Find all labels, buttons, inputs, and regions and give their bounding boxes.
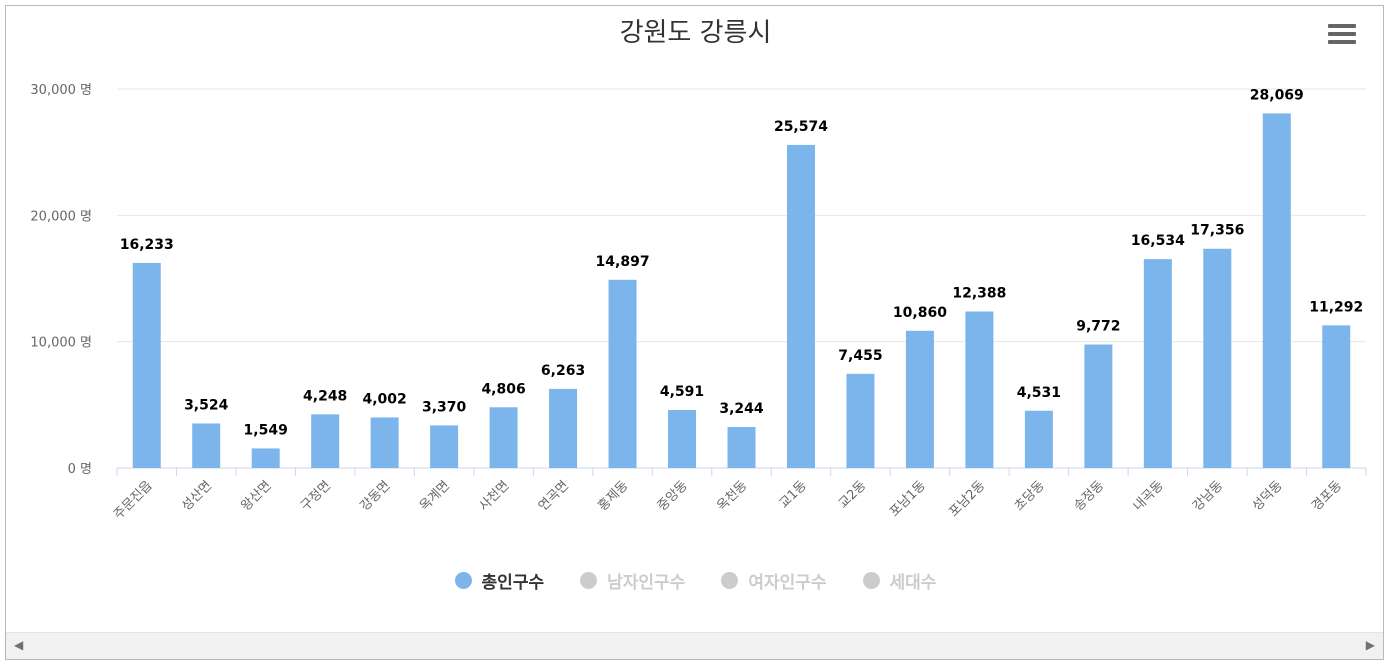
x-tick-label: 사천면 [476,478,512,514]
x-tick-label: 강남동 [1190,478,1226,514]
x-tick-label: 주문진읍 [111,478,155,522]
legend-label: 여자인구수 [748,573,827,593]
data-label: 4,591 [660,384,704,400]
data-label: 9,772 [1076,319,1120,335]
bar[interactable] [549,388,578,468]
bar[interactable] [846,373,875,468]
x-tick-label: 경포동 [1309,478,1345,514]
bar[interactable] [965,311,994,468]
bar[interactable] [192,423,221,468]
x-tick-label: 구정면 [298,478,334,514]
scroll-left-icon[interactable]: ◀ [14,638,24,652]
data-label: 28,069 [1250,87,1304,103]
legend-item[interactable]: 여자인구수 [721,568,827,593]
y-tick-label: 0 명 [68,462,92,477]
legend-item[interactable]: 총인구수 [454,568,545,593]
legend-dot-icon [862,572,880,589]
x-tick-label: 옥계면 [417,478,453,514]
y-tick-label: 20,000 명 [30,209,92,224]
data-label: 3,244 [719,401,764,417]
bar[interactable] [1322,325,1351,468]
scroll-right-icon[interactable]: ▶ [1365,638,1375,652]
data-label: 3,524 [184,397,229,413]
x-tick-label: 성덕동 [1250,478,1286,514]
x-tick-label: 교2동 [836,478,869,511]
legend-label: 남자인구수 [607,573,686,593]
x-tick-label: 연곡면 [536,478,572,514]
bar[interactable] [132,262,161,468]
x-tick-label: 포남2동 [946,478,988,520]
y-tick-label: 30,000 명 [30,83,92,98]
legend-item[interactable]: 남자인구수 [580,568,685,593]
x-tick-label: 초당동 [1012,478,1048,514]
data-label: 16,233 [120,237,174,253]
legend-dot-icon [580,572,598,589]
x-tick-label: 포남1동 [887,478,929,520]
bar[interactable] [668,410,697,468]
data-label: 4,248 [303,388,347,404]
horizontal-scrollbar[interactable]: ◀ ▶ [6,632,1383,659]
x-tick-label: 중앙동 [655,478,691,514]
x-tick-label: 옥천동 [714,478,750,514]
data-label: 3,370 [422,399,467,415]
chart-plot: 0 명 10,000 명 20,000 명 30,000 명 16,233 3,524 1… [30,83,1367,523]
data-label: 14,897 [596,254,650,270]
x-tick-label: 왕산면 [239,478,275,514]
data-label: 17,356 [1190,223,1244,239]
data-label: 4,806 [481,381,525,397]
data-label: 7,455 [838,348,882,364]
data-label: 25,574 [774,119,828,135]
x-tick-label: 교1동 [776,478,809,511]
bar[interactable] [311,414,340,468]
bar[interactable] [727,427,756,468]
bar[interactable] [1203,248,1232,468]
legend-item[interactable]: 세대수 [862,568,937,593]
data-label: 11,292 [1309,299,1363,315]
chart-legend: 총인구수 남자인구수 여자인구수 세대수 [0,568,1391,593]
bar[interactable] [430,425,459,468]
data-label: 4,531 [1017,385,1061,401]
hamburger-menu-icon[interactable] [1328,24,1356,48]
bar[interactable] [370,417,399,468]
legend-label: 세대수 [889,573,937,593]
x-tick-label: 송정동 [1071,478,1107,514]
bar[interactable] [1143,259,1172,468]
bar[interactable] [1084,344,1113,468]
y-tick-label: 10,000 명 [30,336,92,351]
bar[interactable] [1262,113,1291,469]
bar[interactable] [251,448,280,468]
x-tick-label: 내곡동 [1131,478,1167,514]
legend-label: 총인구수 [481,573,545,593]
bar[interactable] [489,407,518,468]
bar[interactable] [1024,410,1053,468]
legend-dot-icon [721,572,739,589]
x-tick-label: 홍제동 [595,478,631,514]
chart-title: 강원도 강릉시 [619,18,772,48]
x-tick-label: 성산면 [179,478,215,514]
bar[interactable] [905,330,934,468]
bar[interactable] [608,279,637,468]
legend-dot-icon [454,572,472,589]
x-tick-label: 강동면 [357,478,393,514]
bar[interactable] [786,144,815,468]
data-label: 10,860 [893,305,947,321]
data-label: 16,534 [1131,233,1185,249]
data-label: 1,549 [244,422,288,438]
data-label: 12,388 [952,285,1006,301]
data-label: 6,263 [541,363,585,379]
data-label: 4,002 [362,391,406,407]
